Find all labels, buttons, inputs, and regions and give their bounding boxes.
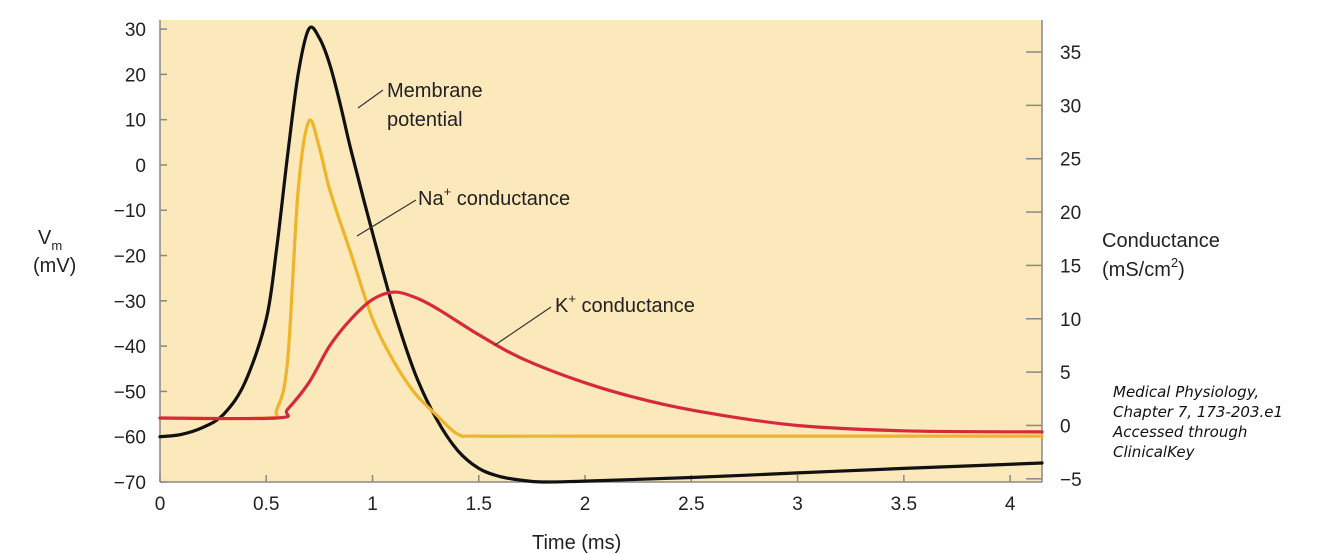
leader-membrane [357, 89, 384, 109]
right-tick-label: 20 [1060, 203, 1081, 224]
annotation-k: K+ conductance [555, 291, 695, 317]
left-axis-ticks: 30 20 10 0 −10 −20 −30 −40 −50 −60 −70 [114, 20, 167, 494]
annotation-membrane-line1: Membrane [387, 80, 483, 102]
right-tick-label: 15 [1060, 256, 1081, 277]
annotation-na-main: Na [418, 188, 444, 210]
left-tick-label: 10 [125, 111, 146, 132]
right-tick-label: 25 [1060, 150, 1081, 171]
left-tick-label: −50 [114, 382, 146, 403]
left-tick-label: −20 [114, 247, 146, 268]
x-tick-label: 0 [155, 494, 166, 515]
left-tick-label: 20 [125, 65, 146, 86]
left-axis-unit: (mV) [33, 255, 76, 277]
x-axis-ticks: 0 0.5 1 1.5 2 2.5 3 3.5 4 [155, 475, 1016, 515]
citation-line-3: Accessed through [1113, 423, 1248, 441]
x-tick-label: 3 [792, 494, 803, 515]
left-tick-label: −70 [114, 473, 146, 494]
annotation-membrane-line2: potential [387, 109, 463, 131]
x-tick-label: 2 [580, 494, 591, 515]
x-tick-label: 3.5 [891, 494, 917, 515]
annotation-k-rest: conductance [576, 295, 695, 317]
left-tick-label: −30 [114, 292, 146, 313]
right-tick-label: 0 [1060, 416, 1071, 437]
right-axis-ticks: 35 30 25 20 15 10 5 0 −5 [1026, 43, 1082, 491]
annotation-k-main: K [555, 295, 569, 317]
leader-na [356, 199, 417, 237]
plot-area [160, 20, 1042, 482]
x-axis-title: Time (ms) [532, 532, 621, 554]
right-tick-label: 5 [1060, 363, 1071, 384]
left-tick-label: −60 [114, 428, 146, 449]
annotation-na-sup: + [444, 184, 452, 199]
x-tick-label: 1 [367, 494, 378, 515]
left-tick-label: −40 [114, 337, 146, 358]
left-tick-label: 30 [125, 20, 146, 41]
right-tick-label: 10 [1060, 310, 1081, 331]
x-tick-label: 2.5 [678, 494, 704, 515]
citation-line-2: Chapter 7, 173-203.e1 [1113, 403, 1284, 421]
annotation-leaders [356, 89, 552, 346]
annotation-na: Na+ conductance [418, 184, 570, 210]
right-axis-unit-post: ) [1178, 259, 1185, 281]
right-tick-label: 35 [1060, 43, 1081, 64]
left-tick-label: 0 [135, 156, 146, 177]
annotation-na-rest: conductance [451, 188, 570, 210]
right-axis-unit: (mS/cm2) [1102, 255, 1185, 281]
right-axis-title: Conductance [1102, 230, 1220, 252]
series-na-conductance [158, 118, 1044, 438]
citation-line-4: ClinicalKey [1113, 443, 1195, 461]
annotation-k-sup: + [568, 291, 576, 306]
series-k-conductance [158, 290, 1044, 434]
x-tick-label: 4 [1005, 494, 1016, 515]
x-tick-label: 0.5 [253, 494, 279, 515]
source-citation: Medical Physiology, Chapter 7, 173-203.e… [1113, 382, 1333, 462]
series-membrane-potential [158, 25, 1044, 484]
right-axis-unit-pre: (mS/cm [1102, 259, 1171, 281]
right-tick-label: 30 [1060, 96, 1081, 117]
left-axis-title-main: V [38, 227, 52, 249]
citation-line-1: Medical Physiology, [1113, 383, 1260, 401]
left-axis-title: Vm [38, 227, 62, 253]
series-layer [158, 25, 1044, 484]
left-tick-label: −10 [114, 201, 146, 222]
right-tick-label: −5 [1060, 470, 1082, 491]
leader-k [494, 306, 552, 346]
x-tick-label: 1.5 [466, 494, 492, 515]
left-axis-title-sub: m [51, 238, 62, 253]
right-axis-unit-sup: 2 [1171, 255, 1178, 270]
